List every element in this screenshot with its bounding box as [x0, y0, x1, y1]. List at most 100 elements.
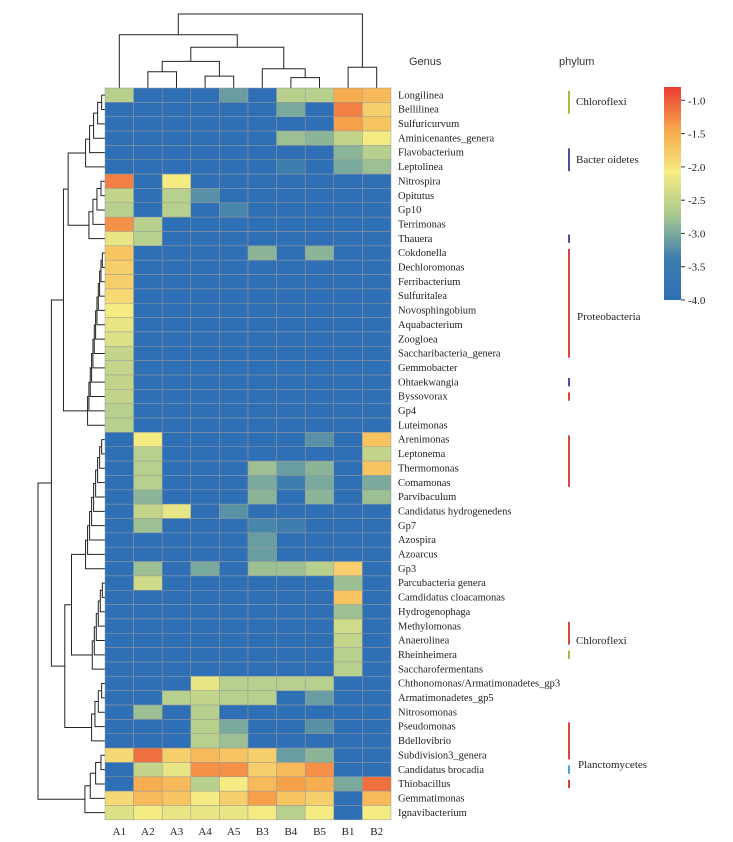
heatmap-cell [190, 173, 220, 189]
heatmap-cell [362, 475, 392, 491]
heatmap-cell [219, 762, 249, 778]
heatmap-cell [190, 130, 220, 146]
heatmap-cell [219, 303, 249, 318]
heatmap-cell [104, 805, 134, 821]
heatmap-cell [276, 518, 306, 534]
heatmap-cell [104, 561, 134, 577]
heatmap-cell [219, 288, 249, 304]
genus-label: Ignavibacterium [398, 808, 467, 819]
heatmap-cell [104, 360, 134, 376]
dendrogram-branch [88, 211, 105, 240]
heatmap-cell [161, 575, 192, 591]
heatmap-cell [104, 661, 134, 677]
heatmap-cell [304, 647, 335, 663]
heatmap-cell [133, 776, 163, 792]
heatmap-cell [219, 676, 249, 691]
heatmap-cell [247, 116, 277, 132]
heatmap-cell [104, 460, 134, 476]
heatmap-cell [133, 288, 163, 304]
heatmap-cell [133, 331, 163, 347]
heatmap-cell [104, 432, 134, 447]
dendrogram-branch [89, 772, 105, 799]
heatmap-cell [104, 518, 134, 534]
heatmap-cell [161, 145, 192, 160]
heatmap-cell [161, 690, 192, 706]
row-dendrogram [37, 94, 105, 814]
heatmap-cell [247, 704, 277, 720]
heatmap-cell [133, 403, 163, 419]
dendrogram-branch [290, 77, 320, 88]
phylum-label-planctomycetes: Planctomycetes [578, 759, 647, 771]
heatmap-cell [161, 647, 192, 663]
genus-label: Azoarcus [398, 550, 438, 561]
heatmap-cell [133, 274, 163, 290]
heatmap-cell [219, 690, 249, 706]
heatmap-cell [161, 87, 192, 103]
heatmap-cell [276, 618, 306, 634]
genus-label: Luteimonas [398, 420, 448, 431]
heatmap-cell [247, 676, 277, 691]
colorbar [664, 87, 681, 300]
heatmap-cell [304, 475, 335, 491]
heatmap-cell [104, 762, 134, 778]
heatmap-cell [362, 303, 392, 318]
heatmap-cell [304, 747, 335, 763]
heatmap-cell [133, 145, 163, 160]
dendrogram-branch [347, 66, 378, 88]
heatmap-cell [276, 159, 306, 175]
heatmap-cell [276, 173, 306, 189]
heatmap-cell [190, 690, 220, 706]
heatmap-cell [133, 475, 163, 491]
heatmap-cell [276, 231, 306, 247]
heatmap-cell [362, 762, 392, 778]
heatmap-cell [161, 460, 192, 476]
colorbar-tick-label: -2.5 [688, 195, 706, 207]
heatmap-cell [362, 403, 392, 419]
heatmap-cell [219, 790, 249, 806]
heatmap-cell [161, 446, 192, 462]
heatmap-cell [247, 503, 277, 519]
heatmap-cell [161, 245, 192, 261]
heatmap-cell [161, 704, 192, 720]
heatmap-cell [304, 432, 335, 447]
heatmap-cell [247, 762, 277, 778]
heatmap-cell [190, 460, 220, 476]
heatmap-cell [133, 245, 163, 261]
heatmap-cell [247, 259, 277, 275]
heatmap-cell [219, 102, 249, 117]
heatmap-cell [362, 145, 392, 160]
heatmap-cell [247, 245, 277, 261]
heatmap-cell [133, 130, 163, 146]
heatmap-cell [304, 518, 335, 534]
heatmap-cell [276, 317, 306, 333]
heatmap-cell [276, 719, 306, 735]
heatmap-cell [104, 374, 134, 390]
heatmap-cell [104, 417, 134, 433]
heatmap-cell [333, 590, 363, 605]
heatmap-cell [276, 87, 306, 103]
heatmap-cell [333, 303, 363, 318]
heatmap-cell [161, 389, 192, 404]
heatmap-cell [190, 719, 220, 735]
heatmap-cell [247, 145, 277, 160]
heatmap-cell [104, 130, 134, 146]
heatmap-cell [276, 331, 306, 347]
heatmap-cell [104, 647, 134, 663]
colorbar-tick-label: -3.0 [688, 228, 706, 240]
dendrogram-branch [177, 13, 363, 68]
genus-label: Dechloromonas [398, 263, 464, 274]
genus-label: Thauera [398, 234, 433, 245]
heatmap-cell [304, 188, 335, 204]
heatmap-cell [247, 805, 277, 821]
heatmap-cell [190, 87, 220, 103]
heatmap-cell [161, 374, 192, 390]
colorbar-tick-label: -2.0 [688, 162, 706, 174]
heatmap-cell [133, 432, 163, 447]
heatmap-cell [276, 188, 306, 204]
dendrogram-branch [101, 582, 105, 598]
heatmap-cell [161, 546, 192, 562]
heatmap-cell [104, 317, 134, 333]
heatmap-cell [362, 231, 392, 247]
heatmap-cell [304, 116, 335, 132]
heatmap-cell [247, 102, 277, 117]
